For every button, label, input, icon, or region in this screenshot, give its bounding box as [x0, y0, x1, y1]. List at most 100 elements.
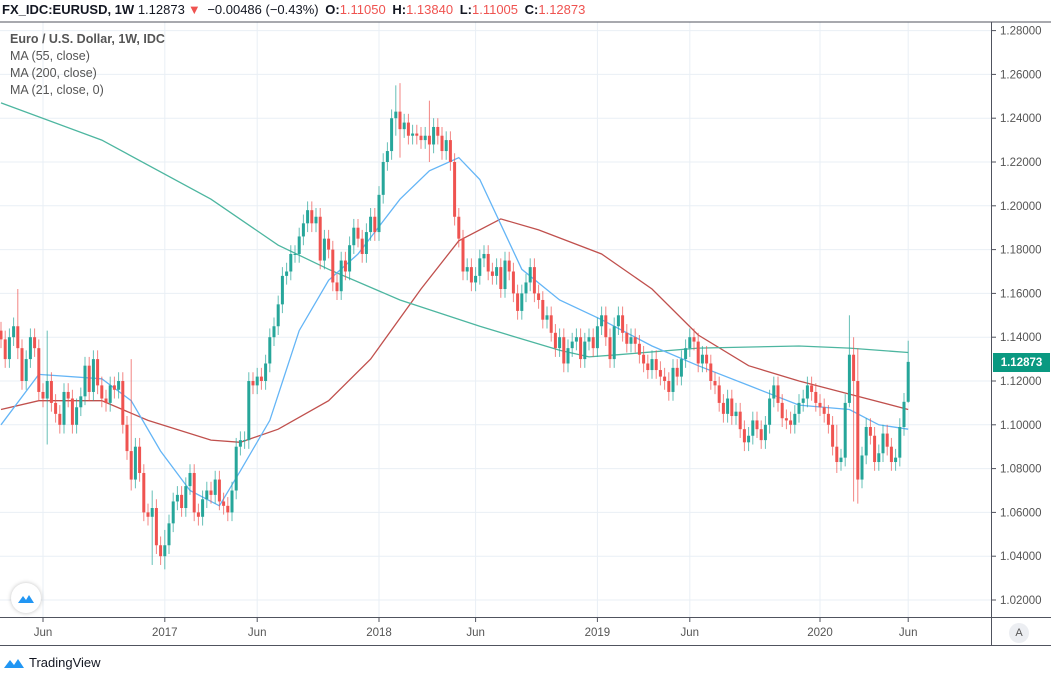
candle [474, 267, 478, 292]
candle [427, 100, 431, 162]
candle [768, 389, 772, 434]
candle-body [230, 490, 234, 513]
candle-body [54, 402, 58, 414]
candle-body [570, 341, 574, 349]
grid [0, 22, 991, 617]
candle [625, 324, 629, 353]
candle [709, 354, 713, 390]
candle [83, 356, 87, 406]
candle-body [411, 133, 415, 136]
candle-body [314, 216, 318, 224]
candle [751, 411, 755, 445]
candle [759, 420, 763, 449]
candle [394, 85, 398, 136]
candle-body [810, 385, 814, 392]
candle [75, 398, 79, 434]
candle-body [902, 401, 906, 427]
candle [45, 330, 49, 445]
candle-body [432, 126, 436, 145]
time-axis[interactable]: Jun 2017 Jun 2018 Jun 2019 Jun 2020 Jun [34, 617, 918, 639]
candle-body [255, 376, 259, 386]
candle-body [583, 341, 587, 360]
candle-body [579, 337, 583, 360]
time-tick-label: Jun [899, 627, 918, 639]
candle-body [251, 381, 255, 386]
candle [327, 229, 331, 259]
candle-body [3, 339, 7, 360]
open-value: 1.11050 [339, 2, 386, 17]
candle-body [205, 490, 209, 500]
price-tick-label: 1.12000 [1000, 376, 1042, 388]
candle [608, 328, 612, 368]
candle [423, 126, 427, 149]
candle [444, 131, 448, 160]
candle [377, 186, 381, 241]
moving-averages [0, 102, 909, 507]
candle-body [448, 140, 452, 162]
candle [0, 321, 3, 349]
auto-scale-button[interactable]: A [1009, 623, 1029, 643]
legend-ma55[interactable]: MA (55, close) [10, 49, 90, 63]
candle [163, 529, 167, 570]
candle [633, 328, 637, 353]
candle-body [885, 433, 889, 447]
candle [415, 124, 419, 145]
price-tick-label: 1.18000 [1000, 245, 1042, 257]
open-label: O: [325, 2, 340, 17]
candle [154, 499, 158, 555]
candle-body [364, 232, 368, 254]
candle [856, 348, 860, 504]
candle-body [41, 391, 45, 399]
symbol-header: FX_IDC:EURUSD, 1W 1.12873 ▼ −0.00486 (−0.… [2, 2, 588, 17]
time-tick-label: Jun [34, 627, 53, 639]
tradingview-brand[interactable]: TradingView [3, 655, 101, 670]
ma-line-ma21 [0, 156, 909, 507]
candle [96, 350, 100, 395]
candle-body [58, 413, 62, 425]
candle [112, 376, 116, 399]
candle-body [87, 365, 91, 392]
candle [881, 424, 885, 463]
legend-ma21[interactable]: MA (21, close, 0) [10, 83, 104, 97]
candle [196, 503, 200, 526]
candle-body [537, 293, 541, 300]
candle-body [7, 337, 11, 360]
candle [520, 284, 524, 320]
candle-body [259, 376, 263, 381]
legend-ma200[interactable]: MA (200, close) [10, 66, 97, 80]
candle [108, 376, 112, 412]
time-tick-label: Jun [248, 627, 267, 639]
candle-body [268, 337, 272, 364]
candle-body [528, 267, 532, 283]
down-arrow-icon: ▼ [187, 2, 201, 17]
symbol-name[interactable]: FX_IDC:EURUSD, 1W [2, 2, 135, 17]
candle-body [37, 348, 41, 392]
price-axis[interactable]: 1.02000 1.04000 1.06000 1.08000 1.10000 1.120… [991, 26, 1042, 607]
candle-body [306, 210, 310, 224]
candle-body [747, 435, 751, 443]
candle [238, 431, 242, 456]
candle-body [679, 359, 683, 377]
candle [646, 354, 650, 379]
tradingview-logo-button[interactable] [11, 583, 41, 613]
candle-body [558, 337, 562, 349]
candle [150, 490, 154, 565]
candle-body [776, 385, 780, 403]
candle-body [125, 424, 129, 452]
candle-body [780, 402, 784, 419]
candle-body [142, 472, 146, 513]
candle [671, 359, 675, 401]
candle [37, 339, 41, 401]
candle [322, 229, 326, 270]
candle-body [12, 326, 16, 338]
legend-title[interactable]: Euro / U.S. Dollar, 1W, IDC [10, 32, 165, 46]
candle-body [104, 398, 108, 403]
candle-body [457, 216, 461, 239]
candle-body [889, 446, 893, 463]
candle [314, 207, 318, 233]
candle-body [217, 479, 221, 502]
candle [276, 295, 280, 336]
candle-body [898, 426, 902, 458]
candle-body [516, 293, 520, 311]
